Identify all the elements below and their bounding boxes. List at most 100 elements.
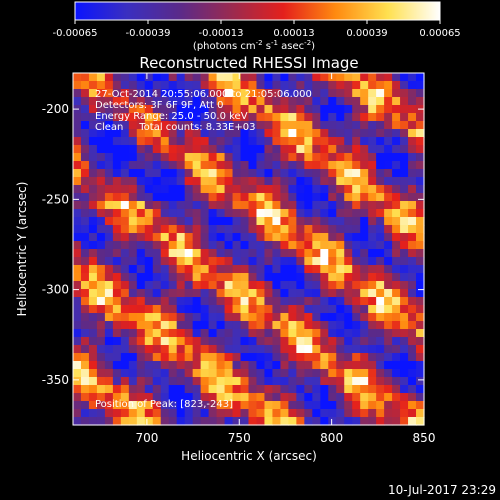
heatmap-cell [376,105,385,114]
heatmap-cell [256,185,266,194]
heatmap-cell [144,153,154,162]
heatmap-cell [120,409,130,418]
heatmap-cell [248,105,258,114]
heatmap-cell [168,289,178,298]
heatmap-cell [360,169,369,178]
heatmap-cell [216,273,226,282]
heatmap-cell [208,361,218,370]
heatmap-cell [416,185,425,194]
heatmap-cell [320,169,329,178]
heatmap-cell [392,241,401,250]
heatmap-cell [384,313,393,322]
heatmap-cell [392,209,401,218]
heatmap-cell [312,225,321,234]
heatmap-cell [224,193,234,202]
heatmap-cell [416,121,425,130]
heatmap-cell [360,385,369,394]
heatmap-cell [288,361,297,370]
heatmap-cell [328,345,337,354]
heatmap-cell [184,273,194,282]
heatmap-cell [176,249,186,258]
heatmap-cell [320,361,329,370]
heatmap-cell [272,417,282,426]
heatmap-cell [256,377,266,386]
heatmap-cell [96,377,106,386]
heatmap-cell [176,185,186,194]
heatmap-cell [80,97,90,106]
heatmap-cell [128,281,138,290]
heatmap-cell [240,257,250,266]
heatmap-cell [360,337,369,346]
heatmap-cell [376,369,385,378]
heatmap-cell [104,377,114,386]
heatmap-cell [128,113,138,122]
heatmap-cell [200,81,210,90]
heatmap-cell [88,73,98,82]
heatmap-cell [248,241,258,250]
heatmap-cell [312,161,321,170]
heatmap-cell [328,409,337,418]
heatmap-cell [144,81,154,90]
heatmap-cell [144,73,154,82]
heatmap-cell [384,369,393,378]
heatmap-cell [368,201,377,210]
heatmap-cell [184,345,194,354]
heatmap-cell [264,281,274,290]
heatmap-cell [368,265,377,274]
heatmap-cell [392,249,401,258]
heatmap-cell [104,393,114,402]
heatmap-cell [232,153,242,162]
heatmap-cell [296,193,305,202]
heatmap-cell [168,361,178,370]
heatmap-cell [184,201,194,210]
heatmap-cell [144,137,154,146]
heatmap-cell [136,89,146,98]
heatmap-cell [224,273,234,282]
heatmap-cell [384,105,393,114]
heatmap-cell [416,209,425,218]
heatmap-cell [104,105,114,114]
heatmap-cell [104,417,114,426]
heatmap-cell [128,225,138,234]
heatmap-cell [176,361,186,370]
heatmap-cell [304,329,313,338]
heatmap-cell [168,417,178,426]
heatmap-cell [184,321,194,330]
heatmap-cell [144,417,154,426]
heatmap-cell [408,369,417,378]
heatmap-cell [320,257,329,266]
heatmap-cell [304,209,313,218]
heatmap-cell [80,161,90,170]
heatmap-cell [128,233,138,242]
heatmap-cell [280,401,289,410]
heatmap-cell [408,81,417,90]
heatmap-cell [176,201,186,210]
heatmap-cell [208,113,218,122]
annotation-detectors: Detectors: 3F 6F 9F, Att 0 [95,100,223,111]
heatmap-cell [344,273,353,282]
heatmap-cell [192,249,202,258]
heatmap-cell [73,353,82,362]
heatmap-cell [144,401,154,410]
heatmap-cell [168,121,178,130]
heatmap-cell [136,369,146,378]
heatmap-cell [152,129,162,138]
heatmap-cell [88,273,98,282]
heatmap-cell [376,257,385,266]
heatmap-cell [160,345,170,354]
heatmap-cell [152,185,162,194]
heatmap-cell [400,257,409,266]
heatmap-cell [272,289,282,298]
heatmap-cell [416,393,425,402]
heatmap-cell [112,273,122,282]
heatmap-cell [320,161,329,170]
heatmap-cell [408,313,417,322]
heatmap-cell [384,241,393,250]
heatmap-cell [408,161,417,170]
heatmap-cell [184,153,194,162]
heatmap-cell [112,313,122,322]
heatmap-cell [240,201,250,210]
heatmap-cell [224,401,234,410]
heatmap-cell [336,281,345,290]
heatmap-cell [224,385,234,394]
